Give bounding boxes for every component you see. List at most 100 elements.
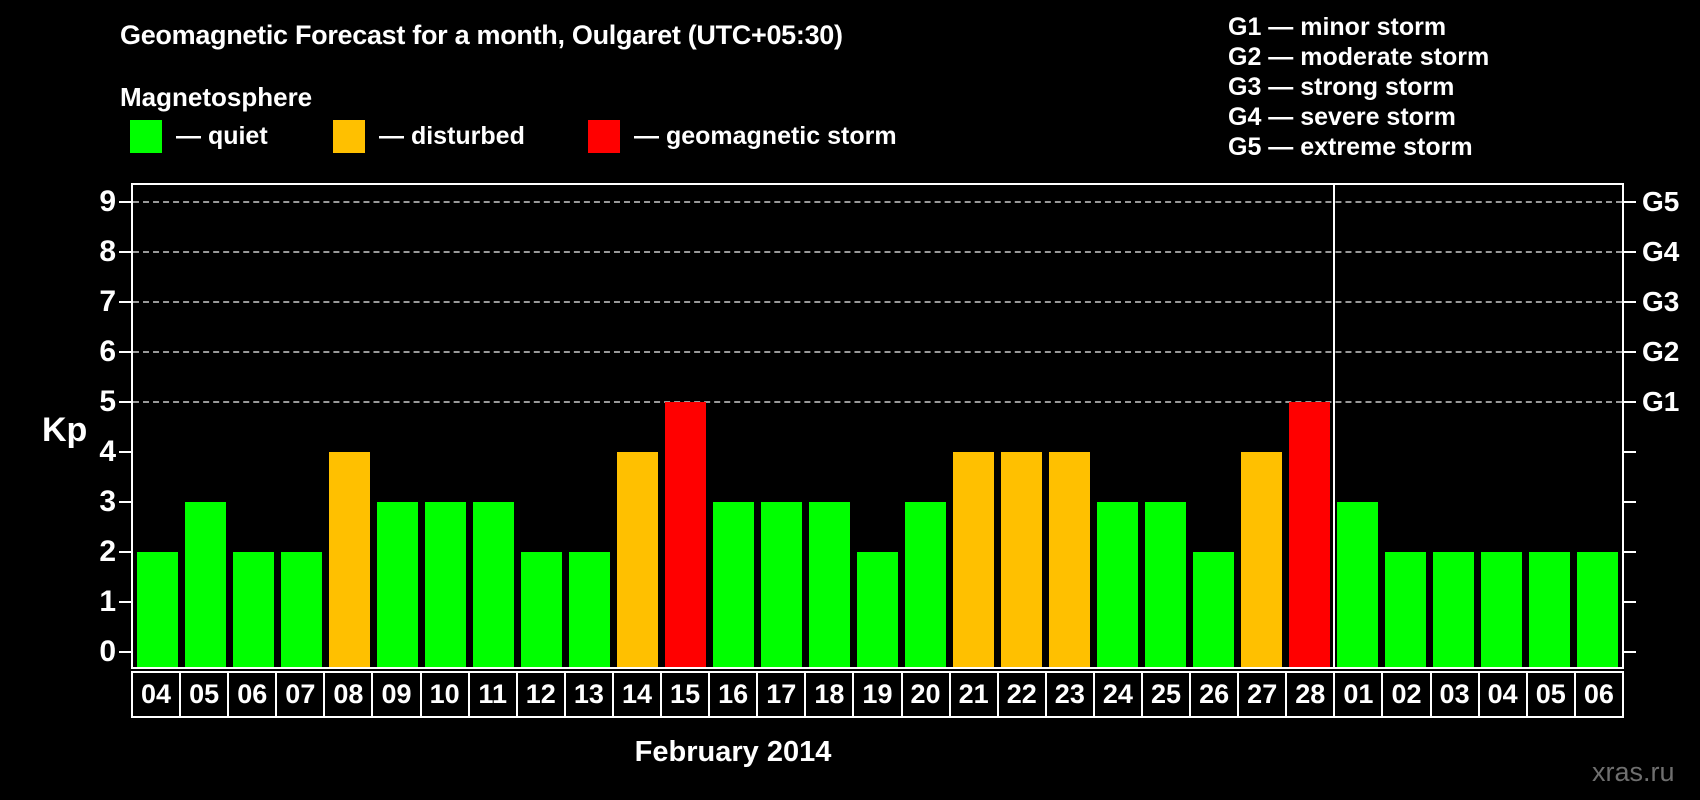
day-cell-05: 05 xyxy=(181,673,230,716)
gridline-kp-7 xyxy=(133,301,1622,303)
x-axis-day-row: 04 05 06 07 08 09 10 11 12 13 14 15 16 17 18 19 20 21 22 23… xyxy=(131,671,1624,718)
legend-item-disturbed: — disturbed xyxy=(333,120,525,153)
y-tick-left-3 xyxy=(119,501,131,503)
day-cell-25: 25 xyxy=(1143,673,1192,716)
storm-scale-legend-line: G1 — minor storm xyxy=(1228,13,1447,41)
storm-scale-legend-line: G5 — extreme storm xyxy=(1228,133,1473,161)
y-tick-right-1 xyxy=(1624,601,1636,603)
bar-day-05 xyxy=(184,502,226,667)
day-cell-02: 02 xyxy=(1383,673,1432,716)
day-cell-20: 20 xyxy=(903,673,951,716)
disturbed-color-swatch xyxy=(333,120,365,153)
y-tick-left-2 xyxy=(119,551,131,553)
quiet-color-swatch xyxy=(130,120,162,153)
g-scale-label-G2: G2 xyxy=(1642,336,1680,367)
storm-scale-legend-line: G2 — moderate storm xyxy=(1228,43,1490,71)
y-tick-left-0 xyxy=(119,651,131,653)
bar-day-12 xyxy=(520,552,562,667)
bar-day-23 xyxy=(1049,452,1091,667)
storm-color-swatch xyxy=(588,120,620,153)
y-tick-left-6 xyxy=(119,351,131,353)
bar-day-25 xyxy=(1145,502,1187,667)
day-cell-27: 27 xyxy=(1239,673,1288,716)
day-cell-13: 13 xyxy=(566,673,614,716)
y-tick-right-5 xyxy=(1624,401,1636,403)
day-cell-05: 05 xyxy=(1528,673,1576,716)
day-cell-16: 16 xyxy=(710,673,759,716)
bar-day-13 xyxy=(568,552,610,667)
bar-day-04 xyxy=(1481,552,1523,667)
y-tick-label-2: 2 xyxy=(99,535,116,568)
watermark: xras.ru xyxy=(1592,757,1675,787)
y-tick-right-3 xyxy=(1624,501,1636,503)
day-cell-06: 06 xyxy=(229,673,278,716)
y-tick-label-0: 0 xyxy=(99,635,116,668)
day-cell-08: 08 xyxy=(325,673,374,716)
g-scale-label-G5: G5 xyxy=(1642,186,1680,217)
gridline-kp-5 xyxy=(133,401,1622,403)
month-boundary-line xyxy=(1332,185,1335,667)
bar-day-07 xyxy=(280,552,322,667)
bar-day-19 xyxy=(856,552,898,667)
y-tick-label-4: 4 xyxy=(99,435,116,468)
bar-day-18 xyxy=(808,502,850,667)
bar-day-16 xyxy=(712,502,754,667)
bar-day-17 xyxy=(760,502,802,667)
y-tick-label-7: 7 xyxy=(99,285,116,318)
day-cell-19: 19 xyxy=(854,673,903,716)
storm-scale-legend-line: G3 — strong storm xyxy=(1228,73,1455,101)
plot-area xyxy=(131,183,1624,669)
y-tick-left-7 xyxy=(119,301,131,303)
day-cell-21: 21 xyxy=(951,673,999,716)
y-tick-label-6: 6 xyxy=(99,335,116,368)
x-axis-title: February 2014 xyxy=(634,736,832,768)
y-tick-right-2 xyxy=(1624,551,1636,553)
bar-day-15 xyxy=(664,402,706,667)
bar-day-22 xyxy=(1001,452,1043,667)
gridline-kp-8 xyxy=(133,251,1622,253)
y-axis-title: Kp xyxy=(42,411,88,449)
y-tick-label-9: 9 xyxy=(99,185,116,218)
y-tick-label-5: 5 xyxy=(99,385,116,418)
g-scale-label-G4: G4 xyxy=(1642,236,1680,267)
day-cell-06: 06 xyxy=(1583,679,1614,709)
day-cell-18: 18 xyxy=(806,673,855,716)
bar-day-28 xyxy=(1289,402,1331,667)
day-cell-11: 11 xyxy=(470,673,518,716)
y-tick-right-0 xyxy=(1624,651,1636,653)
bar-day-05 xyxy=(1529,552,1571,667)
legend-heading: Magnetosphere xyxy=(120,82,313,112)
bar-day-09 xyxy=(376,502,418,667)
bar-day-24 xyxy=(1097,502,1139,667)
storm-scale-legend: G1 — minor storm G2 — moderate storm G3 … xyxy=(1228,12,1489,162)
bar-day-21 xyxy=(953,452,995,667)
gridline-kp-9 xyxy=(133,201,1622,203)
day-cell-17: 17 xyxy=(758,673,807,716)
day-cell-01: 01 xyxy=(1335,673,1384,716)
y-tick-label-3: 3 xyxy=(99,485,116,518)
legend-item-storm: — geomagnetic storm xyxy=(588,120,897,153)
bar-day-01 xyxy=(1337,502,1379,667)
bar-day-11 xyxy=(472,502,514,667)
day-cell-10: 10 xyxy=(422,673,470,716)
y-tick-left-4 xyxy=(119,451,131,453)
day-cell-26: 26 xyxy=(1191,673,1240,716)
bar-day-06 xyxy=(1577,552,1619,667)
y-tick-left-5 xyxy=(119,401,131,403)
bar-day-06 xyxy=(232,552,274,667)
day-cell-07: 07 xyxy=(277,673,326,716)
chart-title: Geomagnetic Forecast for a month, Oulgar… xyxy=(120,20,843,50)
y-tick-left-8 xyxy=(119,251,131,253)
y-tick-right-4 xyxy=(1624,451,1636,453)
legend-item-label: — quiet xyxy=(176,122,268,150)
legend-item-label: — geomagnetic storm xyxy=(634,122,897,150)
y-tick-label-1: 1 xyxy=(99,585,116,618)
gridline-kp-6 xyxy=(133,351,1622,353)
day-cell-04: 04 xyxy=(1480,673,1528,716)
bar-day-26 xyxy=(1193,552,1235,667)
y-tick-right-6 xyxy=(1624,351,1636,353)
g-scale-label-G1: G1 xyxy=(1642,386,1680,417)
y-tick-label-8: 8 xyxy=(99,235,116,268)
legend-item-label: — disturbed xyxy=(379,122,525,150)
